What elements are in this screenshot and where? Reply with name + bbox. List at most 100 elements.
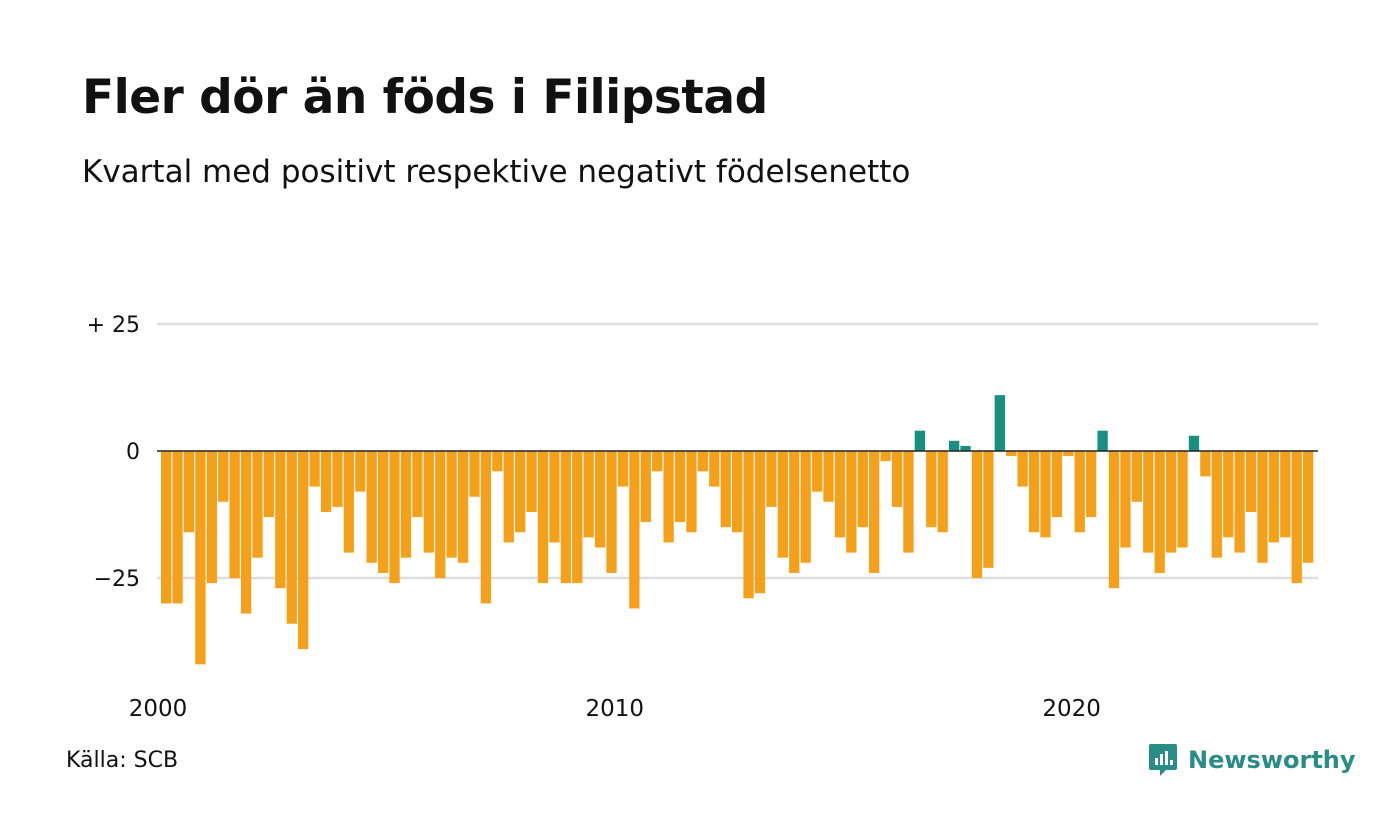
bar-negative bbox=[652, 451, 663, 472]
bar-negative bbox=[355, 451, 366, 492]
bar-negative bbox=[640, 451, 651, 523]
bar-negative bbox=[1108, 451, 1120, 589]
bar-negative bbox=[1143, 451, 1154, 553]
bar-negative bbox=[263, 451, 275, 518]
bar-positive bbox=[914, 430, 926, 451]
bar-negative bbox=[252, 451, 263, 558]
bar-negative bbox=[400, 451, 412, 558]
bar-negative bbox=[606, 451, 617, 573]
bar-negative bbox=[366, 451, 377, 563]
bar-positive bbox=[960, 445, 971, 451]
bar-negative bbox=[766, 451, 777, 507]
bar-negative bbox=[469, 451, 480, 497]
bar-negative bbox=[1268, 451, 1280, 543]
bar-negative bbox=[1131, 451, 1142, 502]
bar-negative bbox=[823, 451, 834, 502]
bar-negative bbox=[183, 451, 195, 533]
bar-negative bbox=[320, 451, 332, 512]
axes: + 25 0 −25 2000 2010 2020 bbox=[87, 313, 1318, 722]
bar-negative bbox=[1086, 451, 1097, 518]
bars bbox=[161, 395, 1314, 665]
bar-negative bbox=[720, 451, 731, 528]
bar-negative bbox=[1051, 451, 1063, 518]
bar-negative bbox=[1074, 451, 1085, 533]
bar-negative bbox=[1200, 451, 1211, 477]
bar-negative bbox=[1040, 451, 1051, 538]
bar-negative bbox=[423, 451, 434, 553]
bar-negative bbox=[389, 451, 400, 584]
bar-negative bbox=[891, 451, 903, 507]
bar-positive bbox=[1097, 430, 1108, 451]
bar-positive bbox=[1188, 435, 1200, 451]
bar-negative bbox=[674, 451, 686, 523]
grid-lines bbox=[157, 322, 1318, 580]
bar-negative bbox=[240, 451, 252, 614]
bar-negative bbox=[594, 451, 606, 548]
bar-negative bbox=[1280, 451, 1291, 538]
bar-negative bbox=[503, 451, 514, 543]
bar-negative bbox=[298, 451, 309, 650]
bar-negative bbox=[480, 451, 492, 604]
bar-positive bbox=[948, 440, 960, 451]
bar-negative bbox=[195, 451, 206, 665]
bar-negative bbox=[1154, 451, 1165, 573]
bar-negative bbox=[332, 451, 343, 507]
bar-negative bbox=[1291, 451, 1302, 584]
bar-negative bbox=[800, 451, 811, 563]
bar-negative bbox=[1120, 451, 1131, 548]
bar-negative bbox=[1257, 451, 1268, 563]
x-tick-label: 2020 bbox=[1042, 696, 1101, 722]
bar-negative bbox=[903, 451, 914, 553]
y-tick-label: 0 bbox=[126, 440, 140, 465]
bar-negative bbox=[926, 451, 937, 528]
bar-negative bbox=[880, 451, 891, 462]
newsworthy-icon bbox=[1149, 744, 1177, 776]
bar-negative bbox=[172, 451, 183, 604]
bar-negative bbox=[629, 451, 640, 609]
bar-negative bbox=[275, 451, 286, 589]
bar-negative bbox=[286, 451, 297, 624]
brand-logo: Newsworthy bbox=[1148, 742, 1356, 778]
bar-negative bbox=[1223, 451, 1234, 538]
source-note: Källa: SCB bbox=[66, 748, 179, 773]
bar-negative bbox=[777, 451, 788, 558]
bar-negative bbox=[1028, 451, 1040, 533]
bar-negative bbox=[1006, 451, 1017, 457]
bar-negative bbox=[377, 451, 389, 573]
y-tick-label: −25 bbox=[94, 567, 140, 592]
bar-negative bbox=[412, 451, 423, 518]
bar-negative bbox=[218, 451, 229, 502]
bar-negative bbox=[572, 451, 583, 584]
bar-negative bbox=[560, 451, 571, 584]
bar-negative bbox=[732, 451, 743, 533]
bar-negative bbox=[1063, 451, 1074, 457]
bar-negative bbox=[1211, 451, 1222, 558]
bar-negative bbox=[526, 451, 537, 512]
chart-subtitle: Kvartal med positivt respektive negativt… bbox=[82, 154, 911, 190]
bar-negative bbox=[492, 451, 503, 472]
bar-negative bbox=[549, 451, 560, 543]
bar-negative bbox=[583, 451, 594, 538]
bar-negative bbox=[1177, 451, 1188, 548]
bar-negative bbox=[617, 451, 629, 487]
bar-negative bbox=[743, 451, 754, 599]
bar-negative bbox=[754, 451, 766, 594]
bar-negative bbox=[983, 451, 994, 568]
bar-negative bbox=[811, 451, 823, 492]
bar-negative bbox=[457, 451, 469, 563]
y-tick-label: + 25 bbox=[87, 313, 140, 338]
bar-negative bbox=[1017, 451, 1028, 487]
bar-negative bbox=[789, 451, 800, 573]
bar-negative bbox=[1165, 451, 1177, 553]
bar-negative bbox=[343, 451, 355, 553]
bar-negative bbox=[686, 451, 697, 533]
bar-negative bbox=[663, 451, 674, 543]
bar-negative bbox=[309, 451, 320, 487]
bar-negative bbox=[1303, 451, 1314, 563]
x-tick-label: 2010 bbox=[586, 696, 645, 722]
bar-negative bbox=[229, 451, 240, 578]
bar-negative bbox=[206, 451, 217, 584]
bar-negative bbox=[435, 451, 446, 578]
bar-negative bbox=[161, 451, 172, 604]
